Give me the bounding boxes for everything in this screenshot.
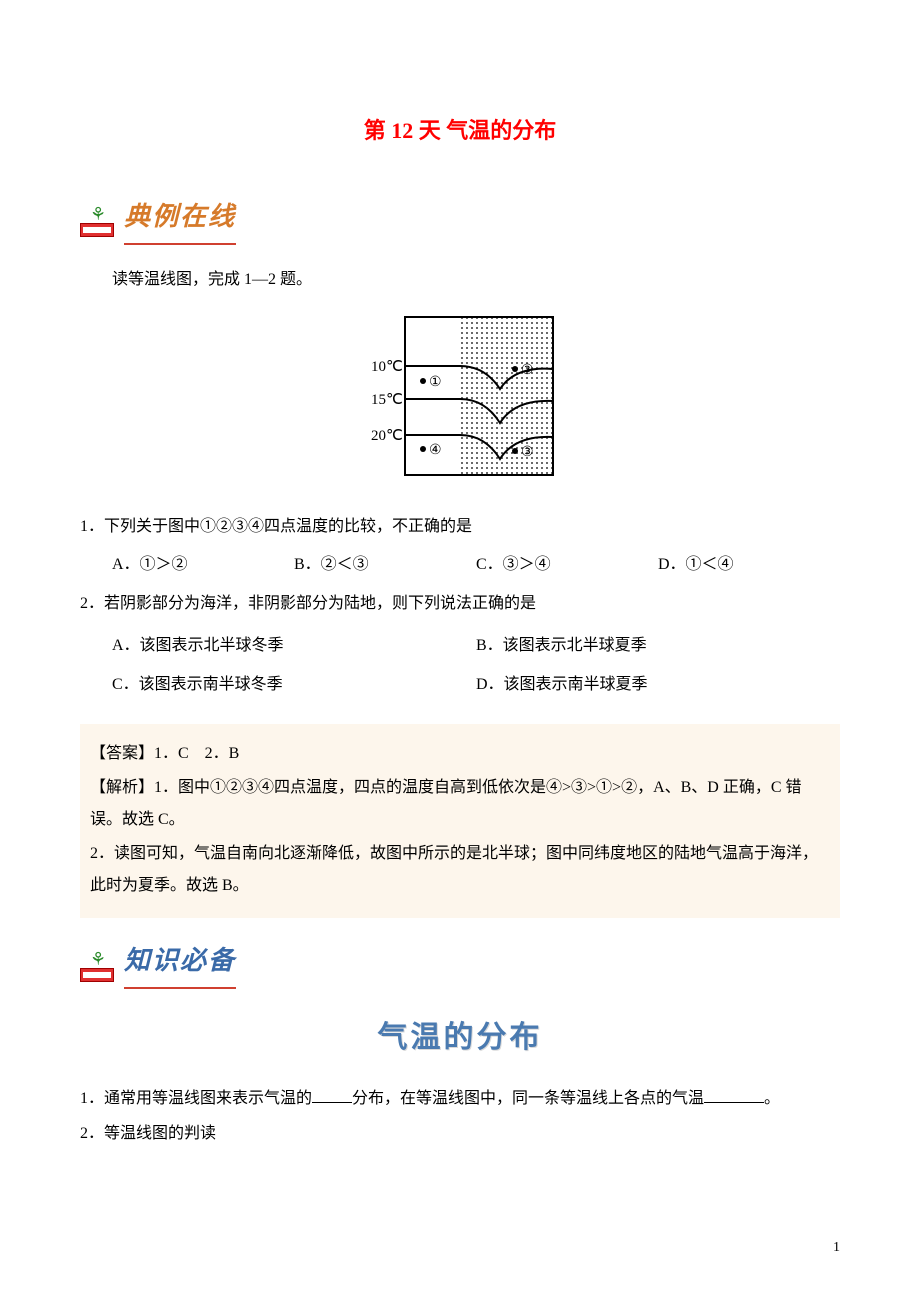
- svg-text:①: ①: [429, 375, 442, 390]
- intro-text: 读等温线图，完成 1—2 题。: [112, 265, 840, 295]
- q1-options: A．①＞② B．②＜③ C．③＞④ D．①＜④: [112, 550, 840, 580]
- q2-opt-c: C．该图表示南半球冬季: [112, 670, 476, 700]
- q2-opt-d: D．该图表示南半球夏季: [476, 670, 840, 700]
- q1-stem: 1．下列关于图中①②③④四点温度的比较，不正确的是: [80, 512, 840, 542]
- knowledge-label: 知识必备: [124, 936, 236, 989]
- answer-exp1: 【解析】1．图中①②③④四点温度，四点的温度自高到低依次是④>③>①>②，A、B…: [90, 772, 830, 836]
- sprout-icon: ⚘: [80, 199, 118, 237]
- isotherm-figure: 10℃ 15℃ 20℃ ① ② ④ ③: [80, 311, 840, 492]
- k1-part-b: 分布，在等温线图中，同一条等温线上各点的气温: [352, 1090, 704, 1107]
- svg-text:④: ④: [429, 443, 442, 458]
- sprout-icon: ⚘: [80, 944, 118, 982]
- answer-block: 【答案】1．C 2．B 【解析】1．图中①②③④四点温度，四点的温度自高到低依次…: [80, 724, 840, 918]
- knowledge-header: ⚘ 知识必备: [80, 936, 840, 989]
- knowledge-item-2: 2．等温线图的判读: [80, 1119, 840, 1149]
- svg-text:20℃: 20℃: [371, 428, 403, 444]
- answer-head: 【答案】1．C 2．B: [90, 738, 830, 770]
- q1-opt-b: B．②＜③: [294, 550, 476, 580]
- subtitle: 气温的分布: [80, 1009, 840, 1066]
- q1-opt-d: D．①＜④: [658, 550, 840, 580]
- q2-options: A．该图表示北半球冬季 B．该图表示北半球夏季 C．该图表示南半球冬季 D．该图…: [112, 627, 840, 704]
- q1-opt-c: C．③＞④: [476, 550, 658, 580]
- isotherm-svg: 10℃ 15℃ 20℃ ① ② ④ ③: [365, 311, 555, 481]
- svg-text:15℃: 15℃: [371, 392, 403, 408]
- q2-stem: 2．若阴影部分为海洋，非阴影部分为陆地，则下列说法正确的是: [80, 589, 840, 619]
- blank-2: [704, 1087, 764, 1103]
- k1-part-c: 。: [764, 1090, 780, 1107]
- q2-opt-b: B．该图表示北半球夏季: [476, 631, 840, 661]
- answer-exp2: 2．读图可知，气温自南向北逐渐降低，故图中所示的是北半球；图中同纬度地区的陆地气…: [90, 838, 830, 902]
- q1-opt-a: A．①＞②: [112, 550, 294, 580]
- page-number: 1: [833, 1235, 840, 1262]
- examples-label: 典例在线: [124, 192, 236, 245]
- knowledge-item-1: 1．通常用等温线图来表示气温的 分布，在等温线图中，同一条等温线上各点的气温 。: [80, 1084, 840, 1114]
- svg-text:10℃: 10℃: [371, 359, 403, 375]
- svg-text:②: ②: [521, 363, 534, 378]
- page-title: 第 12 天 气温的分布: [80, 110, 840, 152]
- k1-part-a: 1．通常用等温线图来表示气温的: [80, 1090, 312, 1107]
- svg-text:③: ③: [521, 445, 534, 460]
- blank-1: [312, 1087, 352, 1103]
- q2-opt-a: A．该图表示北半球冬季: [112, 631, 476, 661]
- examples-header: ⚘ 典例在线: [80, 192, 840, 245]
